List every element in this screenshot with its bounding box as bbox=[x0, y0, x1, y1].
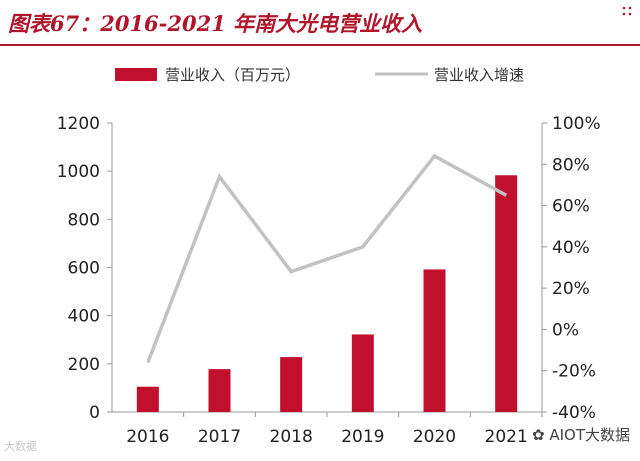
y-left-tick-label: 1200 bbox=[57, 114, 100, 134]
y-left-tick-label: 200 bbox=[68, 355, 100, 375]
x-tick-label: 2016 bbox=[126, 427, 169, 447]
y-left-tick-label: 600 bbox=[68, 259, 100, 279]
decor-dots-icon bbox=[622, 6, 632, 16]
y-left-tick-label: 400 bbox=[68, 307, 100, 327]
y-right-tick-label: 40% bbox=[552, 238, 590, 258]
y-left-tick-label: 1000 bbox=[57, 162, 100, 182]
wechat-icon: ✿ bbox=[531, 426, 545, 444]
x-tick-label: 2017 bbox=[198, 427, 241, 447]
y-right-tick-label: 100% bbox=[552, 114, 601, 134]
y-right-tick-label: 20% bbox=[552, 279, 590, 299]
watermark-right: ✿ AIOT大数据 bbox=[532, 424, 630, 445]
revenue-bar bbox=[280, 357, 303, 412]
x-tick-label: 2019 bbox=[341, 427, 384, 447]
y-right-tick-label: -20% bbox=[552, 362, 596, 382]
title-bar: 图表67：2016-2021 年南大光电营业收入 bbox=[0, 0, 640, 46]
x-tick-label: 2018 bbox=[270, 427, 313, 447]
chart-title: 图表67：2016-2021 年南大光电营业收入 bbox=[8, 11, 423, 36]
y-right-tick-label: 0% bbox=[552, 320, 579, 340]
revenue-bar bbox=[351, 334, 374, 412]
x-tick-label: 2021 bbox=[485, 427, 528, 447]
revenue-bar bbox=[423, 269, 446, 412]
revenue-bar bbox=[208, 369, 231, 412]
legend-swatch-bar bbox=[115, 68, 157, 81]
y-right-tick-label: 60% bbox=[552, 197, 590, 217]
revenue-bar bbox=[495, 175, 518, 412]
legend: 营业收入（百万元） 营业收入增速 bbox=[115, 66, 524, 84]
watermark-left: 大数据 bbox=[4, 440, 37, 453]
plot-area: 0 200 400 600 800 1000 1200 -40% -20% 0% 20% 40% 60%… bbox=[57, 114, 601, 447]
growth-line bbox=[146, 153, 508, 364]
watermark-right-text: AIOT大数据 bbox=[549, 426, 630, 444]
y-left-tick-label: 800 bbox=[68, 210, 100, 230]
y-left-tick-label: 0 bbox=[89, 403, 100, 423]
x-tick-label: 2020 bbox=[413, 427, 456, 447]
revenue-bar bbox=[136, 386, 159, 412]
legend-label-revenue: 营业收入（百万元） bbox=[165, 66, 300, 84]
y-right-tick-label: -40% bbox=[552, 403, 596, 423]
legend-label-growth: 营业收入增速 bbox=[434, 66, 524, 84]
title-rule bbox=[0, 44, 640, 46]
y-right-tick-label: 80% bbox=[552, 155, 590, 175]
